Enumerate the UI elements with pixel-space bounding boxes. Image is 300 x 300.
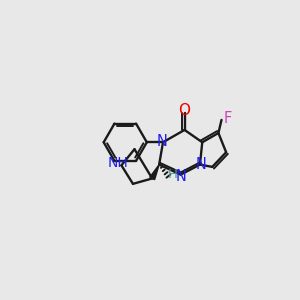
Text: F: F [224, 111, 232, 126]
Text: N: N [176, 169, 187, 184]
Text: N: N [157, 134, 168, 149]
Text: N: N [196, 157, 207, 172]
Text: H: H [167, 168, 177, 181]
Text: NH: NH [107, 156, 128, 170]
Polygon shape [150, 165, 159, 180]
Text: O: O [178, 103, 190, 118]
